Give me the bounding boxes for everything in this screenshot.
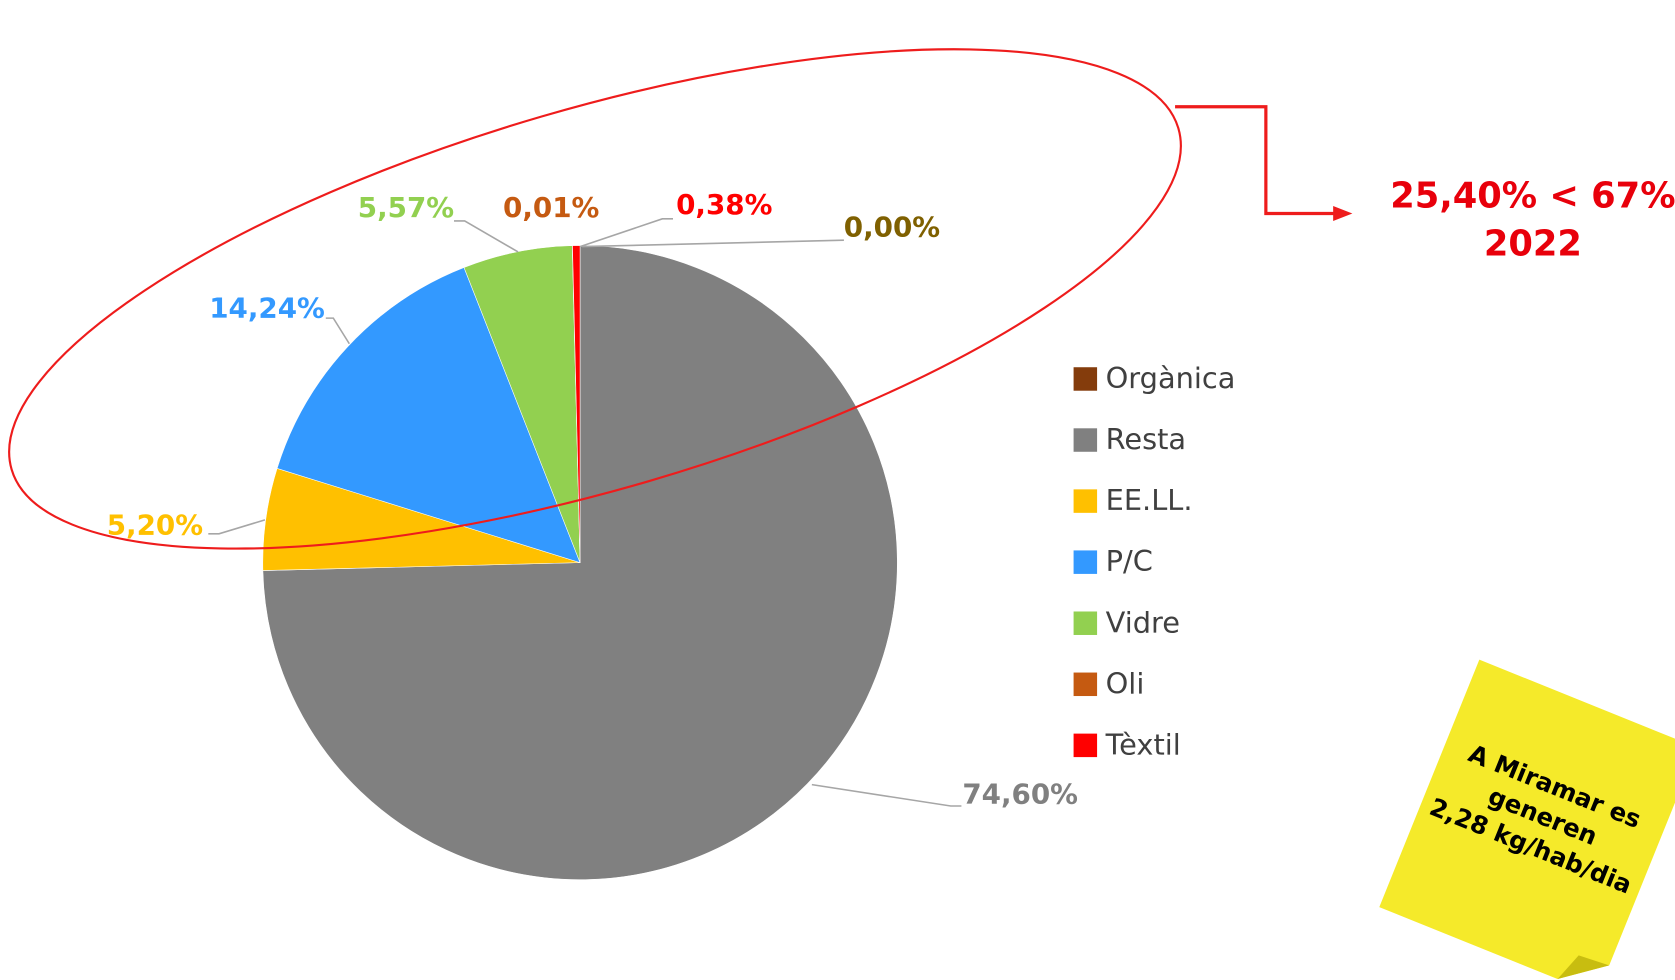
data-labels: 0,00% 74,60% 5,20% 14,24% 5,57% 0,01% 0,38%: [107, 188, 1078, 810]
legend-label: Vidre: [1106, 605, 1180, 639]
leader-line: [582, 239, 844, 248]
legend-label: Oli: [1106, 666, 1145, 700]
data-label: 14,24%: [209, 292, 325, 325]
legend-label: P/C: [1106, 544, 1153, 578]
data-label: 74,60%: [962, 777, 1078, 810]
legend-swatch: [1073, 672, 1098, 697]
data-label: 0,38%: [676, 188, 772, 221]
legend-swatch: [1073, 428, 1098, 452]
data-label: 5,20%: [107, 508, 203, 541]
data-label: 0,00%: [844, 210, 940, 243]
legend: Orgànica Resta EE.LL. P/C Vidre Oli Tèxtil: [1073, 361, 1236, 761]
annotation: 25,40% < 67%: [1390, 176, 1675, 217]
leader-line: [579, 218, 673, 248]
leader-line: [454, 220, 519, 253]
legend-label: Resta: [1106, 422, 1186, 456]
leader-line: [811, 783, 962, 807]
arrow-head: [1333, 206, 1353, 221]
legend-swatch: [1073, 367, 1098, 391]
pie-slice: [572, 245, 581, 563]
leader-line: [325, 317, 350, 345]
legend-label: Tèxtil: [1105, 727, 1181, 761]
data-label: 0,01%: [503, 191, 599, 224]
arrow: [1175, 105, 1336, 216]
note-paper: [1379, 659, 1675, 980]
legend-swatch: [1073, 489, 1098, 513]
sticky-note: A Miramar es generen 2,28 kg/hab/dia: [1379, 659, 1675, 980]
annotation: 2022: [1484, 224, 1582, 265]
legend-label: Orgànica: [1106, 361, 1236, 395]
data-label: 5,57%: [358, 191, 454, 224]
leader-line: [208, 519, 266, 535]
legend-swatch: [1073, 733, 1098, 758]
highlight-ellipse: [8, 48, 1182, 550]
pie: [262, 245, 898, 880]
legend-swatch: [1073, 611, 1098, 635]
legend-label: EE.LL.: [1106, 483, 1193, 517]
legend-swatch: [1073, 550, 1098, 574]
note-fold: [1557, 955, 1610, 980]
pie-slice: [276, 267, 581, 564]
